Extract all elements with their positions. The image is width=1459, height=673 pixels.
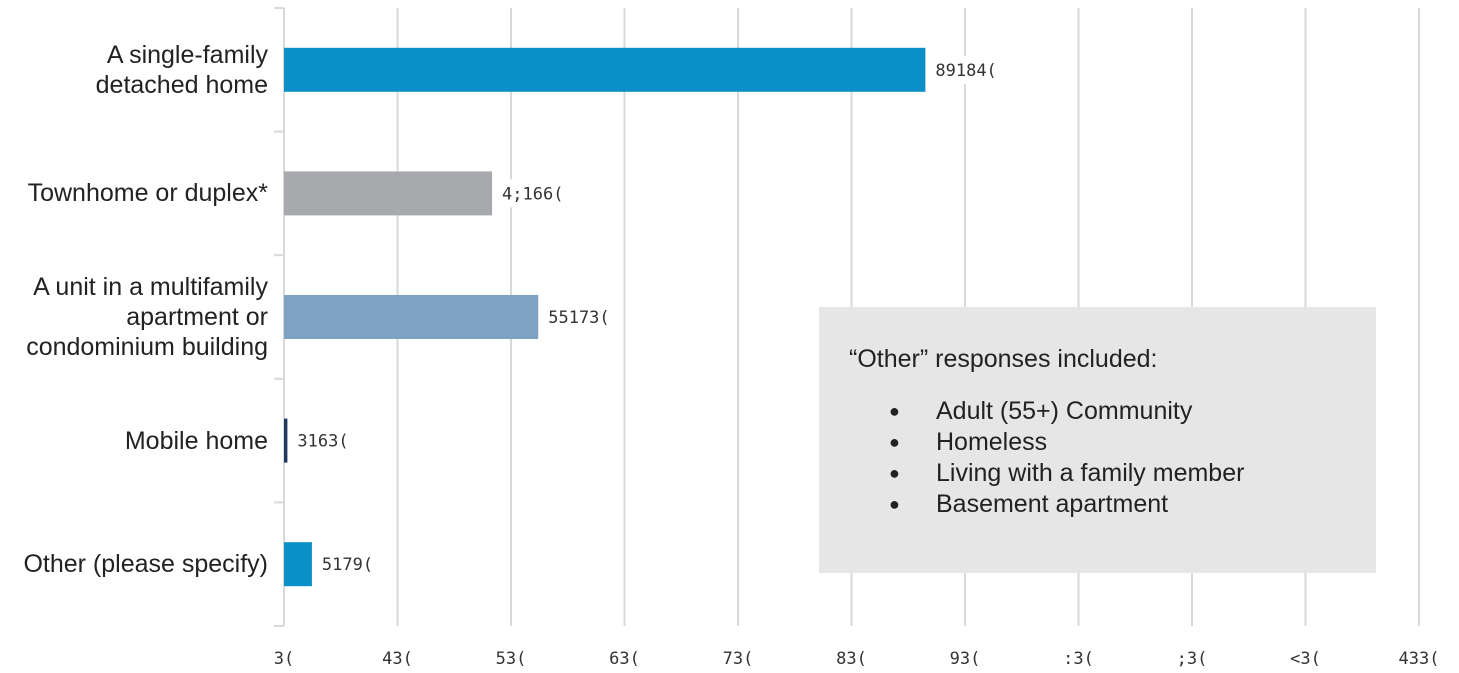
category-label: Townhome or duplex* bbox=[28, 178, 268, 208]
category-label: Mobile home bbox=[125, 426, 268, 456]
category-axis bbox=[274, 7, 285, 627]
x-tick-label: :3( bbox=[1063, 649, 1094, 669]
data-label-background bbox=[542, 303, 609, 331]
data-labels: 89184( 4;166( 55173( 3163( 5179( bbox=[291, 55, 997, 579]
x-tick-label: <3( bbox=[1290, 649, 1321, 669]
category-label: Other (please specify) bbox=[23, 549, 268, 579]
other-responses-note: “Other” responses included: ● Adult (55+)… bbox=[819, 307, 1376, 573]
bullet-icon: ● bbox=[889, 463, 900, 483]
x-tick-label: 3( bbox=[274, 649, 294, 669]
x-tick-label: 43( bbox=[382, 649, 413, 669]
note-list: ● Adult (55+) Community ● Homeless ● Living… bbox=[849, 396, 1376, 520]
data-label-background bbox=[496, 179, 563, 208]
x-tick-label: 53( bbox=[496, 649, 527, 669]
data-label: 89184( bbox=[935, 61, 996, 81]
note-title: “Other” responses included: bbox=[849, 345, 1158, 373]
data-label: 4;166( bbox=[502, 184, 563, 204]
data-label-background bbox=[315, 550, 382, 579]
category-label-line: Mobile home bbox=[124, 426, 268, 455]
bullet-icon: ● bbox=[889, 494, 900, 514]
x-tick-label: 93( bbox=[950, 649, 981, 669]
bar bbox=[284, 47, 926, 92]
bar bbox=[284, 542, 312, 587]
bullet-icon: ● bbox=[889, 401, 900, 421]
category-label-line: Townhome or duplex* bbox=[27, 179, 268, 208]
data-label: 3163( bbox=[297, 432, 348, 452]
x-tick-label: 73( bbox=[723, 649, 754, 669]
note-item: ● Homeless bbox=[889, 428, 1048, 456]
x-tick-labels: 3( 43( 53( 63( 73( 83( 93( :3( ;3( <3( 433( bbox=[274, 649, 1440, 669]
x-tick-label: ;3( bbox=[1177, 649, 1208, 669]
x-tick-label: 63( bbox=[609, 649, 640, 669]
bars bbox=[284, 47, 926, 587]
category-label-line: condominium building bbox=[26, 333, 268, 361]
data-label-background bbox=[929, 55, 996, 84]
data-label-background bbox=[291, 426, 358, 455]
category-label-line: A single-family bbox=[106, 40, 268, 69]
data-label: 5179( bbox=[322, 555, 373, 575]
category-label-line: A unit in a multifamily bbox=[33, 273, 268, 301]
category-label: A unit in a multifamily apartment or condo… bbox=[26, 272, 268, 362]
category-label-line: Other (please specify) bbox=[23, 550, 268, 579]
note-item: ● Living with a family member bbox=[889, 459, 1245, 487]
bar bbox=[284, 295, 539, 339]
bar bbox=[284, 171, 493, 216]
category-label-line: detached home bbox=[95, 70, 268, 99]
category-label: A single-family detached home bbox=[96, 40, 268, 100]
bullet-icon: ● bbox=[889, 432, 900, 452]
data-label: 55173( bbox=[548, 308, 609, 328]
category-label-line: apartment or bbox=[126, 303, 268, 331]
x-tick-label: 83( bbox=[836, 649, 867, 669]
note-item: ● Basement apartment bbox=[889, 490, 1169, 518]
bar bbox=[284, 418, 288, 463]
note-item: ● Adult (55+) Community bbox=[889, 397, 1193, 425]
x-tick-label: 433( bbox=[1399, 649, 1440, 669]
